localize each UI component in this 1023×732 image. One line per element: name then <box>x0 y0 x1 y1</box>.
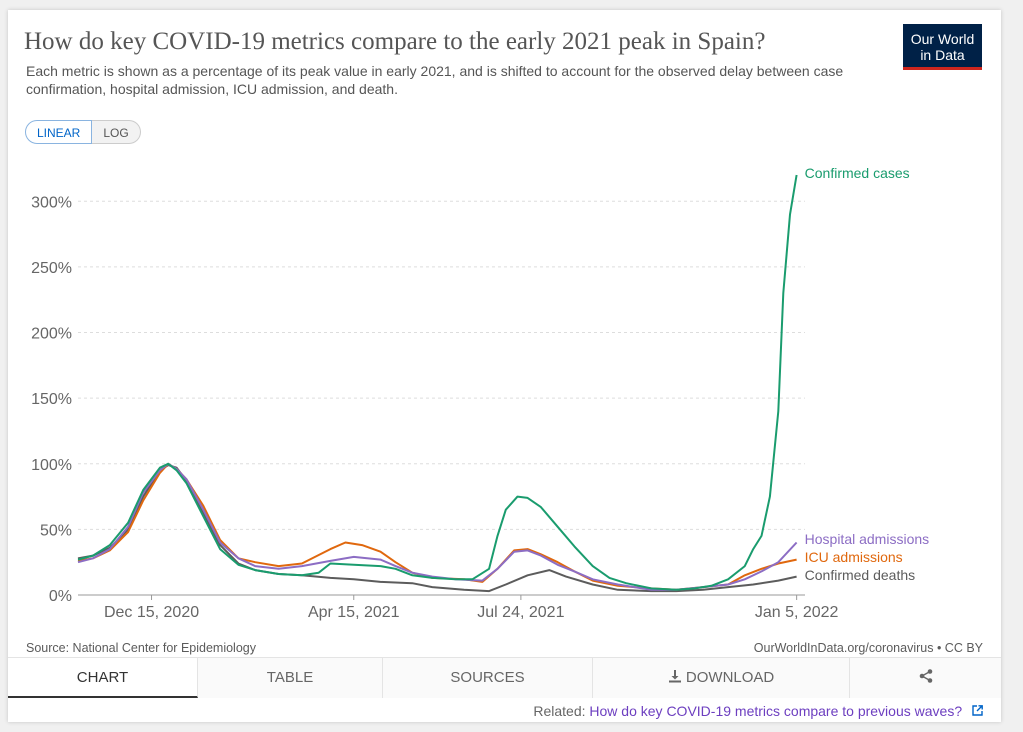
x-tick-label: Jan 5, 2022 <box>755 604 839 621</box>
tab-chart[interactable]: CHART <box>8 658 198 698</box>
download-icon <box>668 669 686 686</box>
related-article-link[interactable]: How do key COVID-19 metrics compare to p… <box>589 703 963 719</box>
chart-subtitle: Each metric is shown as a percentage of … <box>26 63 844 97</box>
series-label: Hospital admissions <box>805 531 930 547</box>
chart-title: How do key COVID-19 metrics compare to t… <box>24 28 766 55</box>
x-tick-label: Dec 15, 2020 <box>104 604 199 621</box>
series-label: Confirmed deaths <box>805 567 916 583</box>
tab-download[interactable]: DOWNLOAD <box>593 658 850 698</box>
y-tick-label: 0% <box>49 588 72 605</box>
y-tick-label: 250% <box>31 260 72 277</box>
scale-toggle: LINEAR LOG <box>25 120 141 144</box>
series-label: Confirmed cases <box>805 165 910 181</box>
x-tick-label: Apr 15, 2021 <box>308 604 400 621</box>
source-note[interactable]: Source: National Center for Epidemiology <box>26 641 256 655</box>
tab-table[interactable]: TABLE <box>198 658 383 698</box>
tab-sources[interactable]: SOURCES <box>383 658 593 698</box>
series-line-confirmed-cases <box>77 174 798 591</box>
license-note[interactable]: OurWorldInData.org/coronavirus • CC BY <box>753 641 983 655</box>
x-tick-label: Jul 24, 2021 <box>477 604 564 621</box>
log-scale-button[interactable]: LOG <box>92 120 141 144</box>
logo-line-2: in Data <box>920 47 965 63</box>
share-button[interactable] <box>850 658 1001 698</box>
download-label: DOWNLOAD <box>685 669 775 686</box>
chart-card: How do key COVID-19 metrics compare to t… <box>8 10 1001 722</box>
logo-line-1: Our World <box>910 31 975 47</box>
series-label: ICU admissions <box>805 549 903 565</box>
y-tick-label: 150% <box>31 391 72 408</box>
y-tick-label: 200% <box>31 326 72 343</box>
share-icon <box>918 669 934 686</box>
tab-bar: CHART TABLE SOURCES DOWNLOAD <box>8 657 1001 698</box>
linear-scale-button[interactable]: LINEAR <box>25 120 93 144</box>
owid-logo[interactable]: Our World in Data <box>903 24 982 70</box>
related-prefix: Related: <box>533 703 586 719</box>
related-link: Related: How do key COVID-19 metrics com… <box>533 703 983 719</box>
y-tick-label: 300% <box>31 194 72 211</box>
y-tick-label: 50% <box>40 522 72 539</box>
y-tick-label: 100% <box>31 457 72 474</box>
line-chart: 0% 50% 100% 150% 200% 250% 300% Dec 15, 2020 Apr… <box>31 165 930 621</box>
external-link-icon[interactable] <box>972 705 983 719</box>
